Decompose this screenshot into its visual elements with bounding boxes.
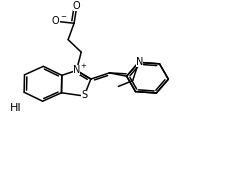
Text: N: N (136, 57, 143, 67)
Text: O: O (52, 16, 60, 26)
Text: N: N (73, 65, 80, 75)
Text: S: S (81, 90, 87, 100)
Text: HI: HI (10, 103, 21, 113)
Text: +: + (80, 63, 86, 69)
Text: −: − (60, 14, 66, 20)
Text: O: O (73, 1, 80, 11)
